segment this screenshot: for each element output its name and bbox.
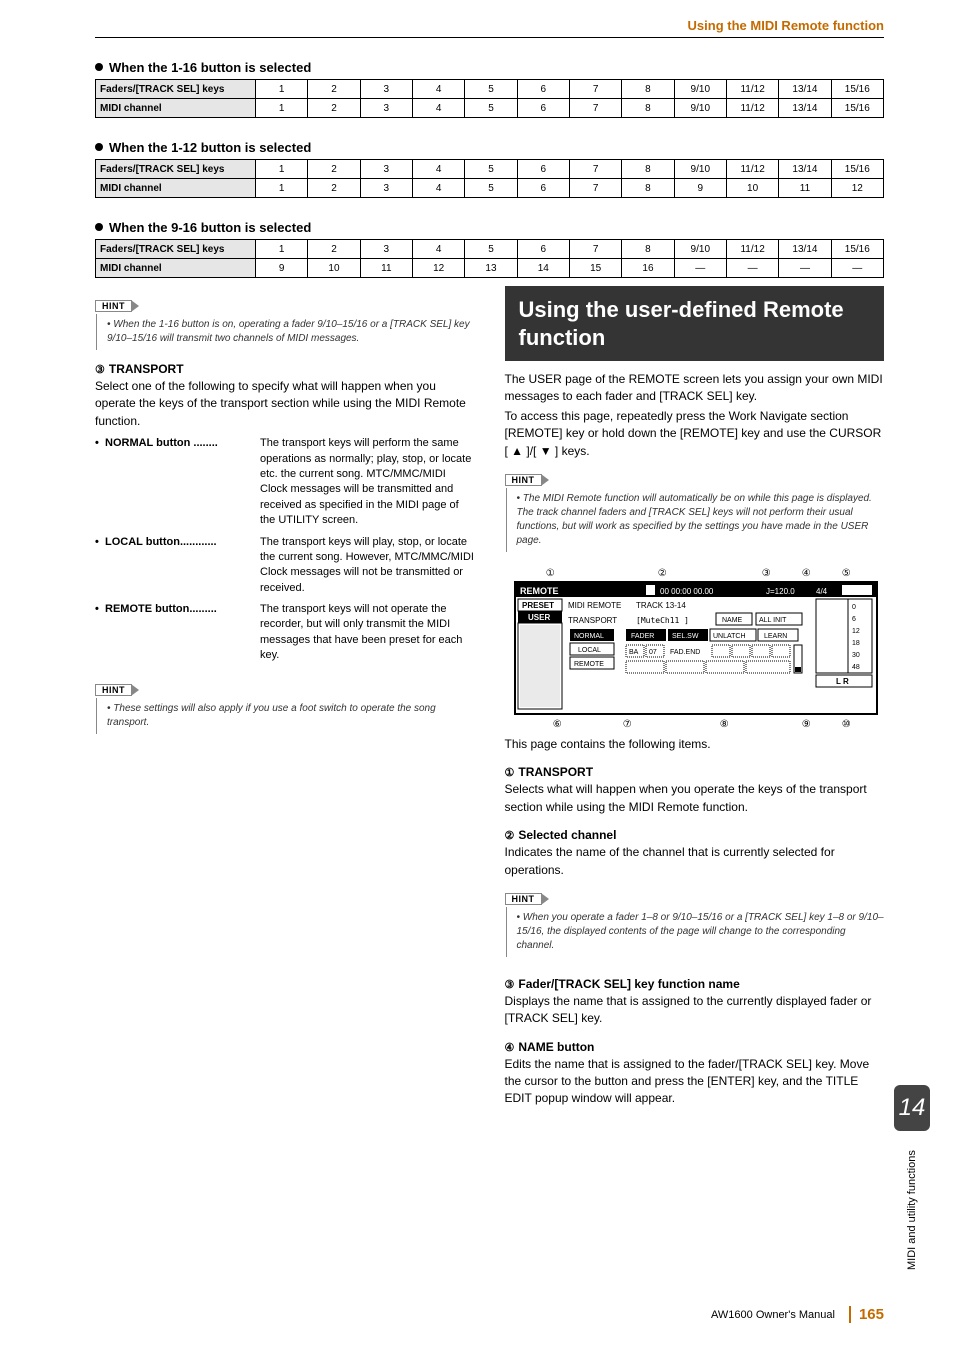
svg-text:NORMAL: NORMAL [574,633,604,640]
svg-text:TRANSPORT: TRANSPORT [568,616,617,625]
hint-icon: HINT [505,893,542,905]
svg-text:18: 18 [852,640,860,647]
table-heading-1-12: When the 1-12 button is selected [95,140,884,155]
svg-text:6: 6 [852,616,856,623]
hint-icon: HINT [95,300,132,312]
svg-text:MIDI REMOTE: MIDI REMOTE [568,601,621,610]
svg-text:J=120.0: J=120.0 [766,587,795,596]
page-footer: AW1600 Owner's Manual 165 [711,1306,884,1323]
hint-2: HINT • These settings will also apply if… [95,680,475,734]
item-transport: ①TRANSPORT [505,765,885,779]
svg-text:4/4: 4/4 [816,587,828,596]
svg-text:FADER: FADER [631,633,654,640]
page-number: 165 [849,1306,884,1323]
table-heading-1-16: When the 1-16 button is selected [95,60,884,75]
svg-text:REMOTE: REMOTE [574,661,604,668]
svg-text:FAD.END: FAD.END [670,649,700,656]
svg-text:PRESET: PRESET [522,601,554,610]
transport-intro: Select one of the following to specify w… [95,378,475,430]
svg-text:SEL.SW: SEL.SW [672,633,699,640]
svg-text:12: 12 [852,628,860,635]
svg-text:BA: BA [629,649,639,656]
mapping-table-1-12: Faders/[TRACK SEL] keys 123456789/1011/1… [95,159,884,198]
table-heading-9-16: When the 9-16 button is selected [95,220,884,235]
screen-title: REMOTE [520,586,559,596]
mapping-table-1-16: Faders/[TRACK SEL] keys 123456789/1011/1… [95,79,884,118]
side-section-label: MIDI and utility functions [906,1144,926,1276]
normal-button-def: NORMAL button ........ The transport key… [95,436,475,528]
manual-title: AW1600 Owner's Manual [711,1309,835,1321]
svg-text:USER: USER [528,613,550,622]
hint-4: HINT • When you operate a fader 1–8 or 9… [505,889,885,957]
hint-1: HINT • When the 1-16 button is on, opera… [95,296,475,350]
svg-text:ALL INIT: ALL INIT [759,617,787,624]
screen-caption: This page contains the following items. [505,736,885,753]
chapter-number: 14 [894,1085,930,1131]
svg-text:48: 48 [852,664,860,671]
svg-text:[MuteCh11 ]: [MuteCh11 ] [636,616,689,625]
svg-text:TRACK 13-14: TRACK 13-14 [636,601,686,610]
hint-3: HINT • The MIDI Remote function will aut… [505,470,885,552]
remote-screen: ① ② ③ ④ ⑤ REMOTE 00 00:00 00.00 J=120.0 … [514,568,874,730]
hint-icon: HINT [505,474,542,486]
svg-text:NAME: NAME [722,617,743,624]
transport-heading: ③TRANSPORT [95,362,475,376]
svg-text:0: 0 [852,604,856,611]
item-name-button: ④NAME button [505,1040,885,1054]
svg-text:30: 30 [852,652,860,659]
local-button-def: LOCAL button............ The transport k… [95,535,475,597]
svg-text:LOCAL: LOCAL [578,647,601,654]
header-section-title: Using the MIDI Remote function [95,18,884,38]
svg-text:L R: L R [836,677,849,686]
right-intro-1: The USER page of the REMOTE screen lets … [505,371,885,406]
mapping-table-9-16: Faders/[TRACK SEL] keys 123456789/1011/1… [95,239,884,278]
item-selected-channel: ②Selected channel [505,828,885,842]
user-defined-remote-heading: Using the user-defined Remote function [505,286,885,361]
hint-icon: HINT [95,684,132,696]
right-intro-2: To access this page, repeatedly press th… [505,408,885,460]
svg-text:00 00:00 00.00: 00 00:00 00.00 [660,587,714,596]
svg-text:UNLATCH: UNLATCH [713,633,746,640]
svg-text:LEARN: LEARN [764,633,787,640]
remote-button-def: REMOTE button......... The transport key… [95,602,475,664]
svg-text:07: 07 [649,649,657,656]
item-fader-name: ③Fader/[TRACK SEL] key function name [505,977,885,991]
